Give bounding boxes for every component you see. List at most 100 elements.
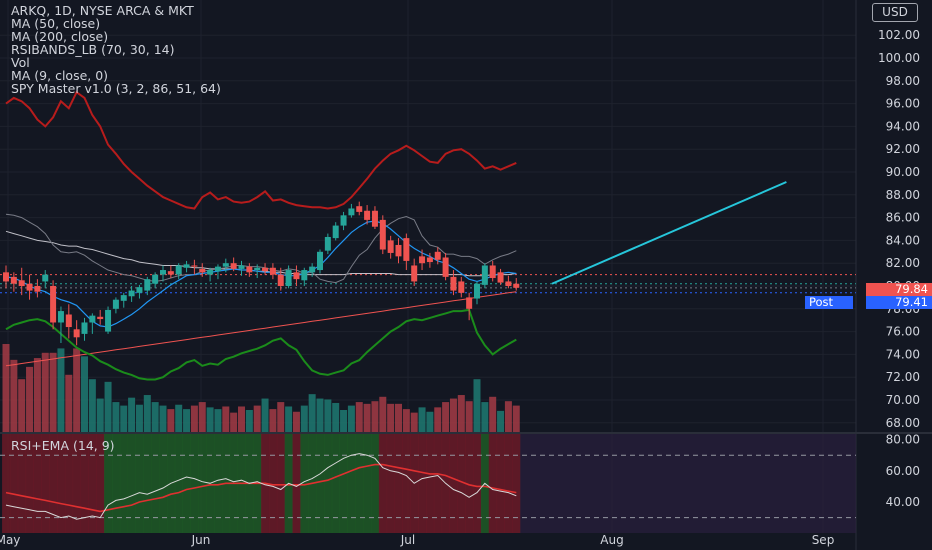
- candle-body[interactable]: [3, 272, 9, 282]
- candle-body[interactable]: [144, 279, 151, 291]
- candle-body[interactable]: [160, 270, 166, 275]
- candle-body[interactable]: [246, 266, 253, 273]
- legend-indicator-ma50[interactable]: MA (50, close): [11, 16, 101, 31]
- candle-body[interactable]: [50, 286, 57, 323]
- volume-bar: [135, 404, 143, 432]
- rsi-zone: [127, 434, 136, 533]
- candle-body[interactable]: [97, 316, 104, 320]
- volume-bar: [426, 411, 434, 432]
- candle-body[interactable]: [105, 309, 112, 332]
- legend-indicator-ma200[interactable]: MA (200, close): [11, 29, 109, 44]
- candle-body[interactable]: [136, 287, 143, 293]
- candle-body[interactable]: [426, 257, 433, 263]
- rsi-zone: [17, 434, 27, 533]
- candle-body[interactable]: [254, 267, 261, 271]
- candle-body[interactable]: [411, 265, 418, 282]
- rsi-zone: [331, 434, 341, 533]
- candle-body[interactable]: [42, 274, 49, 282]
- rsi-zone: [504, 434, 513, 533]
- candle-body[interactable]: [371, 210, 378, 227]
- candle-body[interactable]: [128, 290, 135, 297]
- candle-body[interactable]: [324, 236, 331, 251]
- candle-body[interactable]: [434, 251, 441, 260]
- candle-body[interactable]: [497, 272, 504, 283]
- candle-body[interactable]: [65, 314, 72, 328]
- volume-bar: [26, 366, 34, 432]
- candle-body[interactable]: [474, 283, 480, 299]
- candle-body[interactable]: [458, 281, 465, 293]
- legend-indicator-spy-master[interactable]: SPY Master v1.0 (3, 2, 86, 51, 64): [11, 81, 221, 96]
- candle-body[interactable]: [214, 266, 221, 272]
- price-axis[interactable]: 68.0070.0072.0074.0076.0078.0080.0082.00…: [878, 28, 920, 509]
- candle-body[interactable]: [466, 297, 473, 309]
- candle-body[interactable]: [317, 251, 323, 271]
- candle-body[interactable]: [73, 329, 80, 338]
- candle-body[interactable]: [26, 283, 33, 291]
- candle-body[interactable]: [309, 266, 316, 273]
- candle-body[interactable]: [513, 283, 520, 288]
- candle-body[interactable]: [387, 240, 394, 253]
- candle-body[interactable]: [505, 281, 512, 286]
- candle-body[interactable]: [191, 265, 198, 267]
- candle-body[interactable]: [222, 263, 229, 267]
- volume-bar: [261, 398, 269, 432]
- candle-body[interactable]: [175, 265, 182, 275]
- candle-body[interactable]: [183, 264, 190, 268]
- legend-indicator-rsibands[interactable]: RSIBANDS_LB (70, 30, 14): [11, 42, 175, 57]
- trend-line[interactable]: [551, 181, 787, 285]
- candle-body[interactable]: [81, 322, 88, 334]
- candle-body[interactable]: [120, 295, 127, 301]
- candle-body[interactable]: [230, 263, 237, 269]
- volume-bar: [88, 379, 96, 432]
- price-tick-label: 96.00: [886, 97, 920, 111]
- legend-indicator-ma9[interactable]: MA (9, close, 0): [11, 68, 109, 83]
- legend-indicator-vol[interactable]: Vol: [11, 55, 30, 70]
- rsi-panel-title[interactable]: RSI+EMA (14, 9): [11, 438, 115, 453]
- rsi-zone: [402, 434, 411, 533]
- candlesticks[interactable]: [3, 201, 520, 346]
- candle-body[interactable]: [442, 257, 449, 277]
- candle-body[interactable]: [34, 286, 41, 292]
- candle-body[interactable]: [152, 274, 159, 284]
- candle-body[interactable]: [356, 206, 363, 212]
- candle-body[interactable]: [112, 299, 119, 309]
- rsi-zone-future: [520, 434, 856, 533]
- candle-body[interactable]: [277, 274, 284, 286]
- volume-bar: [151, 402, 159, 432]
- rsi-zone: [371, 434, 380, 533]
- time-tick-label: Sep: [812, 533, 835, 547]
- candle-body[interactable]: [301, 270, 308, 281]
- candle-body[interactable]: [18, 280, 25, 286]
- candle-body[interactable]: [450, 276, 457, 291]
- post-price-tag: 79.41: [866, 296, 932, 309]
- candle-body[interactable]: [419, 256, 426, 264]
- candle-body[interactable]: [293, 272, 300, 280]
- candle-body[interactable]: [395, 244, 402, 257]
- candle-body[interactable]: [489, 265, 496, 279]
- legend-title[interactable]: ARKQ, 1D, NYSE ARCA & MKT: [11, 3, 194, 18]
- candle-body[interactable]: [10, 276, 17, 284]
- rsi-background: [0, 434, 856, 533]
- candle-body[interactable]: [57, 311, 64, 323]
- currency-button[interactable]: USD: [872, 3, 918, 22]
- candle-body[interactable]: [89, 315, 96, 323]
- candle-body[interactable]: [332, 225, 339, 239]
- volume-bar: [332, 402, 340, 432]
- candle-body[interactable]: [199, 268, 206, 273]
- candle-body[interactable]: [340, 215, 347, 226]
- rsi-zone: [151, 434, 160, 533]
- candle-body[interactable]: [481, 265, 488, 285]
- time-axis[interactable]: May Jun Jul Aug Sep: [0, 533, 834, 547]
- candle-body[interactable]: [285, 270, 292, 286]
- candle-body[interactable]: [269, 267, 276, 275]
- candle-body[interactable]: [207, 270, 214, 275]
- candle-body[interactable]: [379, 219, 386, 250]
- candle-body[interactable]: [262, 267, 269, 272]
- rsi-zone: [80, 434, 89, 533]
- candle-body[interactable]: [403, 238, 410, 261]
- candle-body[interactable]: [348, 208, 355, 216]
- candle-body[interactable]: [238, 265, 245, 269]
- candle-body[interactable]: [167, 271, 174, 275]
- candle-body[interactable]: [364, 210, 371, 220]
